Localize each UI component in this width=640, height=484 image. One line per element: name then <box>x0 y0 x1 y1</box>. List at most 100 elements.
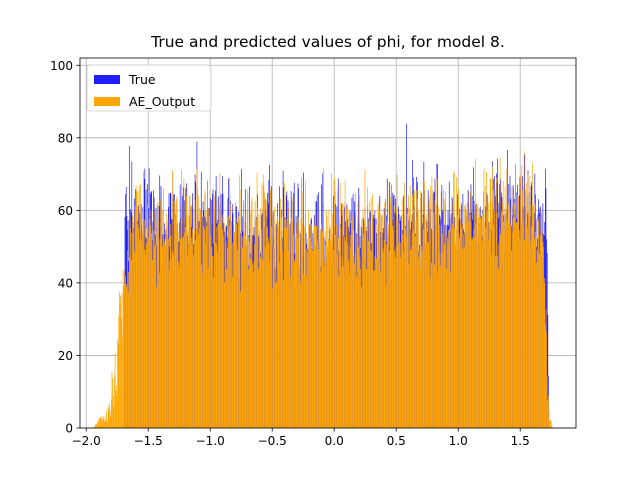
ae-output-bar <box>230 204 231 428</box>
ae-output-bar <box>441 226 442 428</box>
ae-output-bar <box>425 243 426 428</box>
ae-output-bar <box>102 421 103 428</box>
ae-output-bar <box>335 235 336 428</box>
ae-output-bar <box>534 239 535 428</box>
ae-output-bar <box>250 211 251 428</box>
ae-output-bar <box>549 410 550 428</box>
legend-label: AE_Output <box>129 94 195 109</box>
ae-output-bar <box>284 183 285 428</box>
ae-output-bar <box>152 260 153 428</box>
x-tick-label: 0.0 <box>325 434 344 448</box>
ae-output-bar <box>147 205 148 428</box>
ae-output-bar <box>460 222 461 428</box>
ae-output-bar <box>368 241 369 428</box>
ae-output-bar <box>279 263 280 428</box>
ae-output-bar <box>397 175 398 428</box>
legend-swatch <box>94 97 120 106</box>
ae-output-bar <box>446 236 447 428</box>
ae-output-bar <box>377 258 378 428</box>
ae-output-bar <box>505 186 506 428</box>
ae-output-bar <box>500 158 501 428</box>
ae-output-bar <box>531 226 532 428</box>
ae-output-bar <box>185 219 186 428</box>
ae-output-bar <box>477 242 478 428</box>
ae-output-bar <box>454 172 455 428</box>
ae-output-bar <box>458 196 459 428</box>
ae-output-bar <box>292 220 293 428</box>
ae-output-bar <box>354 263 355 428</box>
ae-output-bar <box>151 233 152 428</box>
ae-output-bar <box>221 209 222 428</box>
ae-output-bar <box>419 252 420 428</box>
ae-output-bar <box>381 213 382 428</box>
ae-output-bar <box>149 216 150 428</box>
ae-output-bar <box>406 237 407 428</box>
ae-output-bar <box>125 284 126 428</box>
ae-output-bar <box>427 228 428 428</box>
ae-output-bar <box>275 283 276 428</box>
ae-output-bar <box>290 277 291 428</box>
ae-output-bar <box>352 216 353 428</box>
ae-output-bar <box>442 234 443 428</box>
ae-output-bar <box>125 276 126 428</box>
ae-output-bar <box>246 245 247 428</box>
ae-output-bar <box>386 285 387 428</box>
ae-output-bar <box>171 258 172 428</box>
ae-output-bar <box>129 257 130 428</box>
ae-output-bar <box>390 197 391 428</box>
ae-output-bar <box>525 151 526 428</box>
ae-output-bar <box>405 228 406 428</box>
ae-output-bar <box>497 213 498 428</box>
ae-output-bar <box>228 231 229 428</box>
ae-output-bar <box>366 228 367 428</box>
ae-output-bar <box>378 210 379 428</box>
ae-output-bar <box>499 228 500 428</box>
ae-output-bar <box>301 178 302 428</box>
ae-output-bar <box>261 230 262 428</box>
ae-output-bar <box>277 220 278 428</box>
ae-output-bar <box>419 257 420 428</box>
ae-output-bar <box>103 418 104 428</box>
ae-output-bar <box>182 239 183 428</box>
ae-output-bar <box>373 215 374 428</box>
ae-output-bar <box>359 195 360 428</box>
ae-output-bar <box>131 260 132 428</box>
ae-output-bar <box>408 196 409 428</box>
ae-output-bar <box>251 201 252 428</box>
ae-output-bar <box>422 251 423 428</box>
ae-output-bar <box>326 245 327 428</box>
ae-output-bar <box>412 195 413 428</box>
ae-output-bar <box>218 224 219 428</box>
ae-output-bar <box>499 243 500 428</box>
ae-output-bar <box>367 187 368 428</box>
ae-output-bar <box>297 216 298 428</box>
ae-output-bar <box>176 199 177 428</box>
ae-output-bar <box>155 245 156 428</box>
ae-output-bar <box>199 228 200 428</box>
ae-output-bar <box>220 223 221 428</box>
ae-output-bar <box>342 257 343 428</box>
ae-output-bar <box>179 266 180 428</box>
ae-output-bar <box>234 233 235 428</box>
ae-output-bar <box>265 247 266 428</box>
ae-output-bar <box>399 223 400 428</box>
ae-output-bar <box>162 209 163 428</box>
ae-output-bar <box>436 205 437 428</box>
ae-output-bar <box>243 200 244 428</box>
ae-output-bar <box>401 217 402 428</box>
ae-output-bar <box>140 183 141 428</box>
ae-output-bar <box>488 203 489 428</box>
ae-output-bar <box>420 269 421 428</box>
ae-output-bar <box>286 228 287 428</box>
ae-output-bar <box>402 198 403 428</box>
ae-output-bar <box>298 217 299 428</box>
ae-output-bar <box>445 191 446 428</box>
ae-output-bar <box>203 216 204 428</box>
ae-output-bar <box>394 251 395 428</box>
ae-output-bar <box>200 212 201 428</box>
ae-output-bar <box>536 263 537 428</box>
ae-output-bar <box>389 182 390 428</box>
ae-output-bar <box>435 220 436 428</box>
ae-output-bar <box>500 235 501 428</box>
